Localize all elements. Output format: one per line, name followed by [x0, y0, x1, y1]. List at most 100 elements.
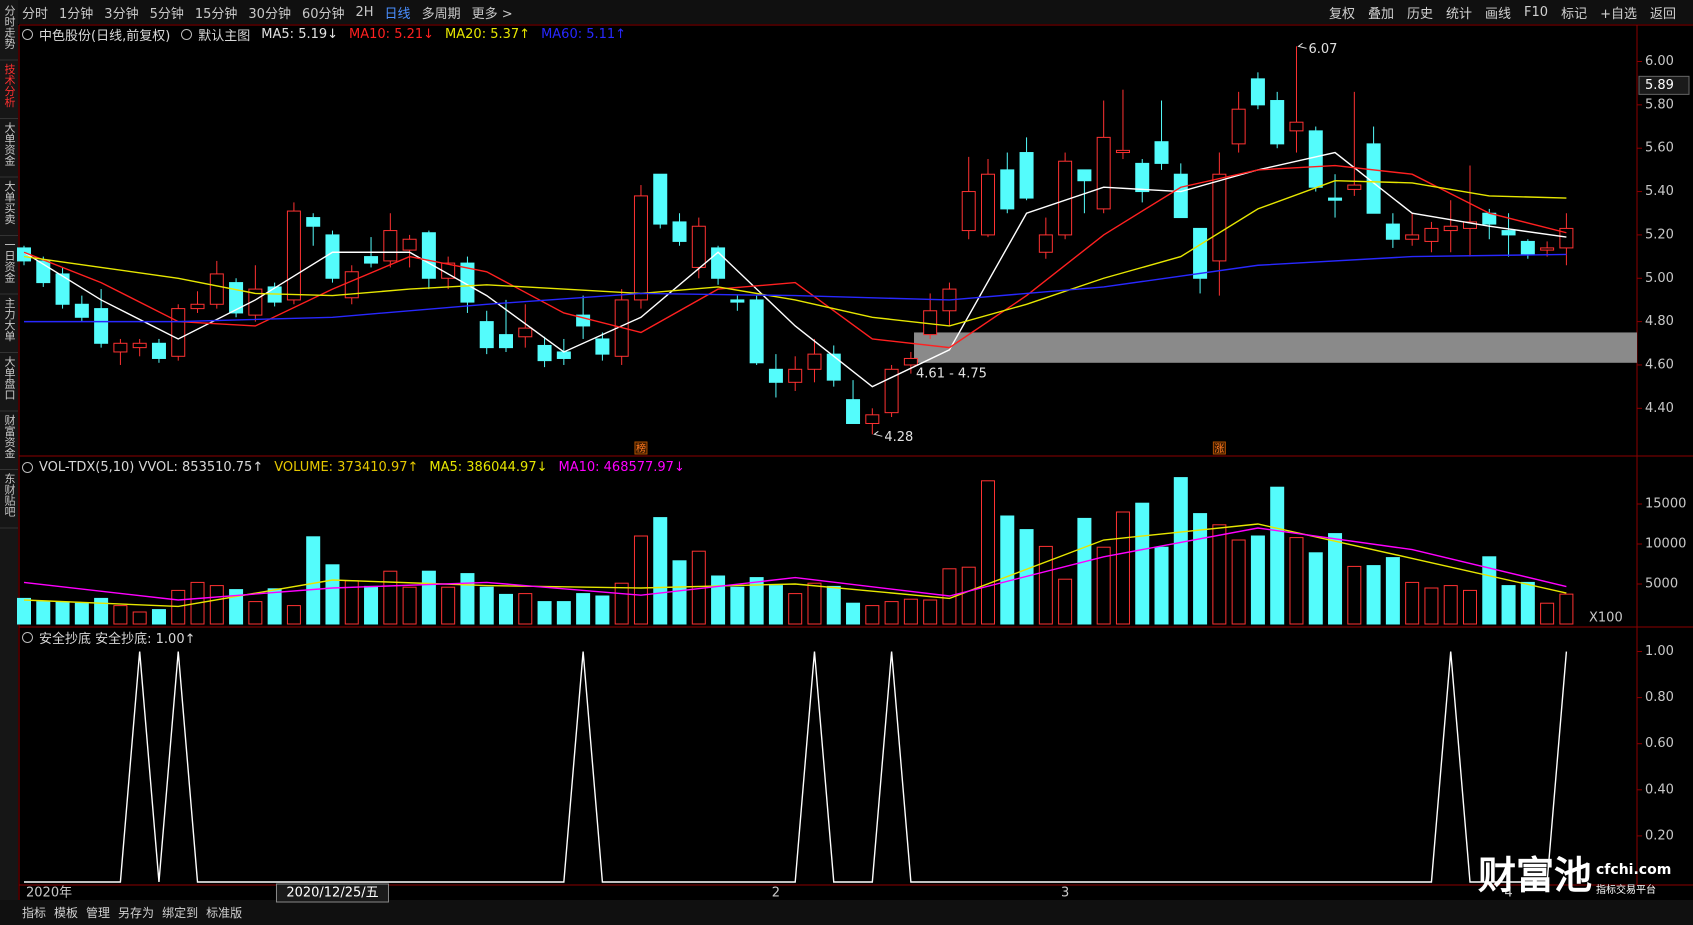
volume-bar: [1250, 535, 1265, 625]
volume-bar: [74, 602, 89, 625]
side-tab[interactable]: 大单买卖: [3, 179, 16, 225]
bottom-tab[interactable]: 标准版: [206, 905, 243, 920]
y-tick-label: 5.80: [1645, 97, 1674, 112]
volume-bar: [614, 582, 629, 625]
side-tab[interactable]: 财富资金: [3, 413, 16, 458]
tool-button[interactable]: 复权: [1328, 6, 1355, 22]
candle-body: [1385, 223, 1400, 240]
tool-button[interactable]: 统计: [1446, 6, 1473, 22]
bottom-tab[interactable]: 模板: [54, 905, 79, 920]
y-tick-label: 5.40: [1645, 184, 1674, 199]
candle-body: [730, 299, 745, 303]
event-marker: [1212, 441, 1226, 455]
volume-bar: [1385, 557, 1400, 625]
tool-button[interactable]: 标记: [1561, 6, 1588, 22]
y-tick-label: 10000: [1645, 537, 1686, 552]
panel-icon[interactable]: [22, 28, 33, 40]
volume-bar: [460, 573, 475, 625]
tool-button[interactable]: 画线: [1485, 6, 1512, 22]
period-button[interactable]: 5分钟: [149, 6, 184, 22]
candle-body: [1038, 234, 1053, 253]
indicator-label: MA10: 468577.97↓: [558, 459, 685, 475]
candle-body: [132, 342, 147, 349]
side-tab[interactable]: 技术分析: [3, 63, 16, 108]
volume-bar: [306, 536, 321, 625]
candle-body: [576, 314, 591, 327]
tool-button[interactable]: 叠加: [1367, 6, 1394, 22]
period-button[interactable]: 多周期: [421, 6, 461, 22]
volume-bar: [17, 597, 31, 625]
volume-bar: [55, 601, 70, 625]
volume-bar: [1135, 502, 1150, 625]
volume-bar: [1193, 513, 1208, 625]
candle-body: [1154, 141, 1169, 164]
candle-body: [749, 299, 764, 364]
side-tab[interactable]: 分时走势: [3, 5, 16, 49]
volume-bar: [981, 480, 995, 625]
period-button[interactable]: 更多 >: [471, 6, 513, 22]
volume-bar: [1463, 589, 1477, 625]
period-button[interactable]: 2H: [355, 4, 374, 20]
panel-icon[interactable]: [22, 461, 33, 473]
volume-bar: [1366, 565, 1381, 625]
side-tab-bg: [0, 0, 18, 925]
bottom-tab[interactable]: 指标: [22, 905, 47, 920]
bottom-bar-bg: [0, 900, 1693, 925]
tool-button[interactable]: +自选: [1600, 6, 1637, 22]
candle-body: [1193, 227, 1208, 279]
candle-body: [1559, 227, 1574, 249]
tool-button[interactable]: F10: [1524, 4, 1549, 20]
price-zone: [914, 332, 1637, 363]
cursor-date-box: [275, 883, 389, 903]
bottom-tab[interactable]: 另存为: [118, 905, 155, 920]
side-tab[interactable]: 一日资金: [3, 239, 16, 283]
watermark-site: cfchi.com: [1596, 862, 1671, 878]
volume-bar: [248, 601, 263, 625]
panel-icon[interactable]: [181, 28, 193, 40]
side-tab[interactable]: 主力大单: [3, 297, 16, 341]
bottom-tab[interactable]: 管理: [86, 905, 111, 920]
volume-bar: [132, 611, 147, 625]
period-button[interactable]: 15分钟: [194, 6, 238, 22]
period-button[interactable]: 3分钟: [104, 6, 139, 22]
side-tab[interactable]: 大单盘口: [3, 355, 16, 400]
candle-body: [286, 210, 301, 301]
line-series: [23, 164, 1567, 349]
x-tick-label: 3: [1061, 886, 1069, 901]
volume-bar: [1289, 537, 1304, 625]
candle-body: [903, 357, 918, 366]
volume-bar: [903, 598, 918, 625]
bottom-tab[interactable]: 绑定到: [162, 905, 199, 920]
panel-icon[interactable]: [22, 631, 33, 643]
candle-body: [74, 303, 89, 318]
candle-body: [171, 308, 186, 357]
indicator-label: VOLUME: 373410.97↑: [274, 459, 419, 475]
toolbar-bg: [0, 0, 1693, 24]
candle-body: [94, 308, 109, 344]
volume-bar: [94, 597, 109, 625]
candle-body: [1019, 152, 1034, 199]
volume-bar: [807, 582, 822, 625]
period-button[interactable]: 1分钟: [59, 6, 94, 22]
volume-bar: [1308, 552, 1323, 625]
volume-bar: [1328, 533, 1343, 625]
tool-button[interactable]: 返回: [1649, 6, 1676, 22]
tool-button[interactable]: 历史: [1406, 6, 1433, 22]
volume-bar: [267, 588, 282, 625]
candle-body: [1000, 169, 1015, 210]
unit-label: X100: [1589, 611, 1623, 626]
volume-bar: [595, 595, 610, 625]
volume-bar: [325, 564, 340, 625]
line-series: [24, 253, 1567, 323]
period-button[interactable]: 分时: [22, 6, 49, 22]
volume-bar: [1058, 578, 1073, 625]
y-tick-label: 4.80: [1645, 314, 1674, 329]
period-button[interactable]: 日线: [384, 6, 411, 22]
side-tab[interactable]: 大单资金: [3, 121, 16, 166]
period-button[interactable]: 60分钟: [301, 6, 345, 22]
side-tab[interactable]: 东财贴吧: [3, 473, 16, 517]
indicator-label: MA5: 5.19↓: [261, 26, 339, 42]
period-button[interactable]: 30分钟: [248, 6, 291, 22]
